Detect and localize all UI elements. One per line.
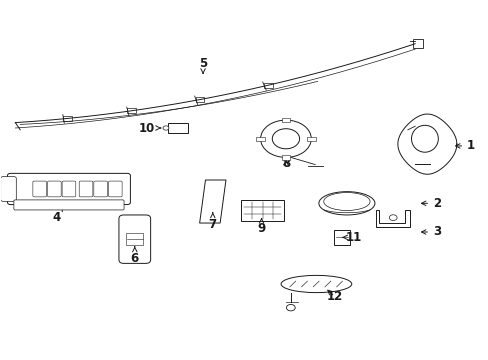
Circle shape [286,305,295,311]
FancyBboxPatch shape [119,215,150,264]
FancyBboxPatch shape [7,174,130,204]
FancyBboxPatch shape [195,97,204,102]
Text: 9: 9 [257,219,265,235]
FancyBboxPatch shape [47,181,61,197]
FancyBboxPatch shape [281,155,290,159]
Text: 7: 7 [208,213,216,231]
FancyBboxPatch shape [94,181,107,197]
Ellipse shape [411,125,437,152]
Polygon shape [199,180,225,223]
Circle shape [260,120,311,157]
Text: 5: 5 [199,57,207,73]
Circle shape [272,129,299,149]
FancyBboxPatch shape [241,200,284,221]
FancyBboxPatch shape [263,83,272,88]
FancyBboxPatch shape [33,181,46,197]
FancyBboxPatch shape [333,230,349,244]
Text: 8: 8 [281,157,289,170]
FancyBboxPatch shape [412,39,422,48]
FancyBboxPatch shape [168,123,187,133]
FancyBboxPatch shape [14,200,124,210]
Polygon shape [375,211,409,226]
FancyBboxPatch shape [79,181,93,197]
FancyBboxPatch shape [256,136,264,141]
Text: 4: 4 [53,206,62,224]
Ellipse shape [323,193,369,211]
FancyBboxPatch shape [0,177,16,201]
Polygon shape [397,114,456,174]
Ellipse shape [281,275,351,293]
FancyBboxPatch shape [127,108,136,113]
FancyBboxPatch shape [62,181,76,197]
FancyBboxPatch shape [126,233,143,245]
Text: 3: 3 [421,225,440,238]
Text: 2: 2 [421,197,440,210]
Circle shape [163,126,168,130]
Text: 12: 12 [326,290,342,303]
FancyBboxPatch shape [281,118,290,122]
FancyBboxPatch shape [63,116,72,121]
Text: 6: 6 [130,247,139,265]
Circle shape [388,215,396,221]
FancyBboxPatch shape [306,136,315,141]
Text: 10: 10 [139,122,161,135]
FancyBboxPatch shape [108,181,122,197]
Text: 1: 1 [455,139,474,152]
Ellipse shape [318,192,374,215]
Text: 11: 11 [342,231,362,244]
